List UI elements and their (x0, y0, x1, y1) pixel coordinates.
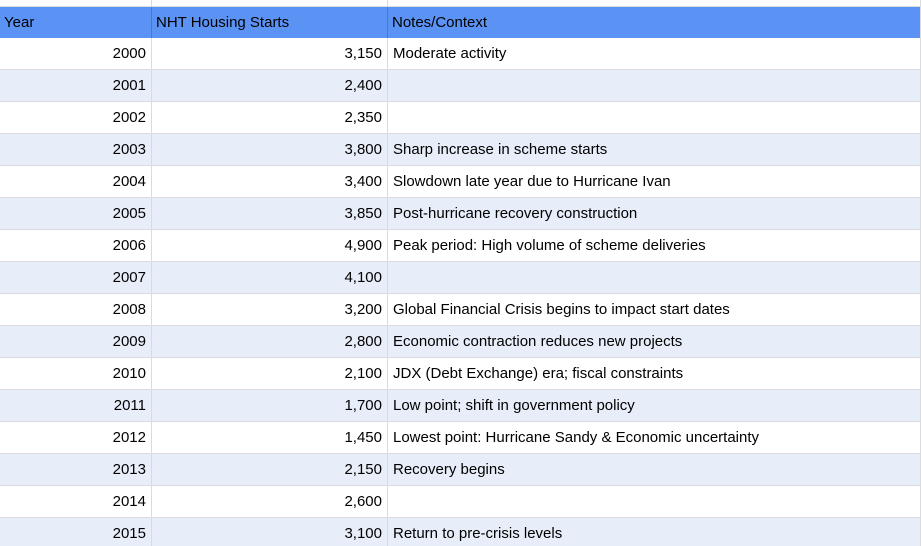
table-header-row: Year NHT Housing Starts Notes/Context (0, 7, 921, 38)
year-cell[interactable]: 2011 (0, 390, 152, 422)
notes-cell[interactable]: Post-hurricane recovery construction (388, 198, 921, 230)
notes-cell[interactable] (388, 102, 921, 134)
notes-cell[interactable]: Peak period: High volume of scheme deliv… (388, 230, 921, 262)
starts-cell[interactable]: 3,850 (152, 198, 388, 230)
year-cell[interactable]: 2004 (0, 166, 152, 198)
year-cell[interactable]: 2002 (0, 102, 152, 134)
notes-cell[interactable] (388, 486, 921, 518)
notes-cell[interactable]: Global Financial Crisis begins to impact… (388, 294, 921, 326)
year-cell[interactable]: 2001 (0, 70, 152, 102)
table-row: 2015 3,100 Return to pre-crisis levels (0, 518, 921, 546)
table-row: 2005 3,850 Post-hurricane recovery const… (0, 198, 921, 230)
starts-cell[interactable]: 3,100 (152, 518, 388, 546)
clipped-cell (388, 0, 921, 7)
starts-cell[interactable]: 2,350 (152, 102, 388, 134)
table-row: 2002 2,350 (0, 102, 921, 134)
year-cell[interactable]: 2006 (0, 230, 152, 262)
table-row: 2006 4,900 Peak period: High volume of s… (0, 230, 921, 262)
starts-cell[interactable]: 4,100 (152, 262, 388, 294)
header-cell-year[interactable]: Year (0, 7, 152, 38)
year-cell[interactable]: 2000 (0, 38, 152, 70)
year-cell[interactable]: 2012 (0, 422, 152, 454)
notes-cell[interactable]: Economic contraction reduces new project… (388, 326, 921, 358)
starts-cell[interactable]: 2,150 (152, 454, 388, 486)
starts-cell[interactable]: 2,800 (152, 326, 388, 358)
notes-cell[interactable]: Recovery begins (388, 454, 921, 486)
starts-cell[interactable]: 1,450 (152, 422, 388, 454)
notes-cell[interactable]: Sharp increase in scheme starts (388, 134, 921, 166)
starts-cell[interactable]: 3,400 (152, 166, 388, 198)
table-row: 2007 4,100 (0, 262, 921, 294)
notes-cell[interactable]: JDX (Debt Exchange) era; fiscal constrai… (388, 358, 921, 390)
year-cell[interactable]: 2007 (0, 262, 152, 294)
starts-cell[interactable]: 2,100 (152, 358, 388, 390)
notes-cell[interactable]: Return to pre-crisis levels (388, 518, 921, 546)
year-cell[interactable]: 2009 (0, 326, 152, 358)
year-cell[interactable]: 2005 (0, 198, 152, 230)
table-row: 2010 2,100 JDX (Debt Exchange) era; fisc… (0, 358, 921, 390)
starts-cell[interactable]: 3,200 (152, 294, 388, 326)
starts-cell[interactable]: 2,600 (152, 486, 388, 518)
year-cell[interactable]: 2013 (0, 454, 152, 486)
table-row: 2013 2,150 Recovery begins (0, 454, 921, 486)
table-row: 2014 2,600 (0, 486, 921, 518)
starts-cell[interactable]: 2,400 (152, 70, 388, 102)
table-row: 2008 3,200 Global Financial Crisis begin… (0, 294, 921, 326)
table-row: 2012 1,450 Lowest point: Hurricane Sandy… (0, 422, 921, 454)
year-cell[interactable]: 2008 (0, 294, 152, 326)
table-row: 2000 3,150 Moderate activity (0, 38, 921, 70)
year-cell[interactable]: 2014 (0, 486, 152, 518)
starts-cell[interactable]: 1,700 (152, 390, 388, 422)
notes-cell[interactable]: Slowdown late year due to Hurricane Ivan (388, 166, 921, 198)
notes-cell[interactable]: Moderate activity (388, 38, 921, 70)
starts-cell[interactable]: 4,900 (152, 230, 388, 262)
table-row: 2001 2,400 (0, 70, 921, 102)
notes-cell[interactable] (388, 70, 921, 102)
table-row: 2011 1,700 Low point; shift in governmen… (0, 390, 921, 422)
clipped-cell (152, 0, 388, 7)
header-cell-housing-starts[interactable]: NHT Housing Starts (152, 7, 388, 38)
clipped-row-above-header (0, 0, 921, 7)
table-row: 2009 2,800 Economic contraction reduces … (0, 326, 921, 358)
notes-cell[interactable] (388, 262, 921, 294)
year-cell[interactable]: 2010 (0, 358, 152, 390)
table-row: 2004 3,400 Slowdown late year due to Hur… (0, 166, 921, 198)
table-body: 2000 3,150 Moderate activity 2001 2,400 … (0, 38, 921, 546)
header-cell-notes[interactable]: Notes/Context (388, 7, 921, 38)
notes-cell[interactable]: Low point; shift in government policy (388, 390, 921, 422)
year-cell[interactable]: 2015 (0, 518, 152, 546)
notes-cell[interactable]: Lowest point: Hurricane Sandy & Economic… (388, 422, 921, 454)
clipped-cell (0, 0, 152, 7)
starts-cell[interactable]: 3,150 (152, 38, 388, 70)
starts-cell[interactable]: 3,800 (152, 134, 388, 166)
year-cell[interactable]: 2003 (0, 134, 152, 166)
table-row: 2003 3,800 Sharp increase in scheme star… (0, 134, 921, 166)
